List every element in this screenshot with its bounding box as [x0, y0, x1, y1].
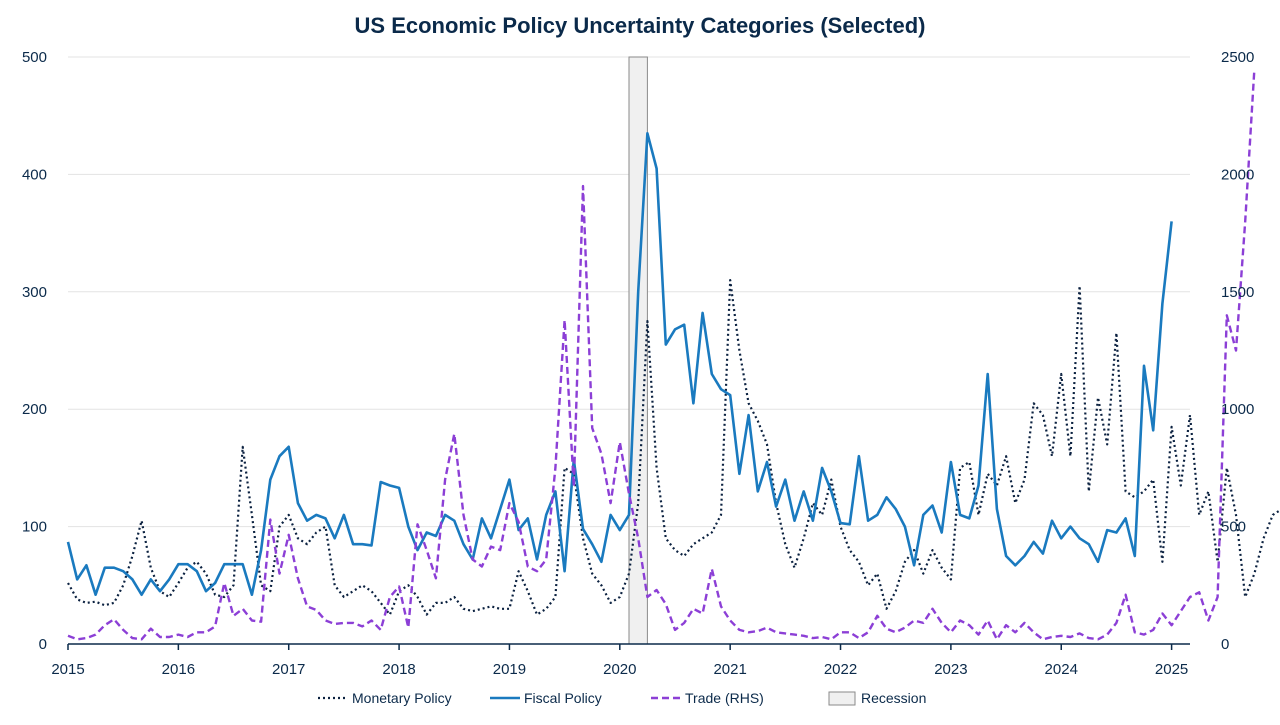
legend-label: Fiscal Policy	[524, 690, 602, 706]
series-line-fiscal-policy	[66, 132, 1173, 597]
y-right-tick-label: 1500	[1221, 284, 1254, 301]
y-left-tick-label: 100	[22, 519, 47, 536]
y-right-tick-label: 0	[1221, 636, 1229, 653]
x-tick-label: 2022	[824, 661, 857, 678]
legend-label: Recession	[861, 690, 926, 706]
x-tick-label: 2016	[162, 661, 195, 678]
x-tick-label: 2017	[272, 661, 305, 678]
legend: Monetary Policy Fiscal Policy Trade (RHS) R…	[318, 690, 926, 706]
x-tick-label: 2025	[1155, 661, 1188, 678]
legend-label: Trade (RHS)	[685, 690, 764, 706]
x-tick-label: 2020	[603, 661, 636, 678]
x-tick-label: 2015	[51, 661, 84, 678]
x-tick-label: 2018	[382, 661, 415, 678]
series-line-monetary-policy	[67, 279, 1280, 616]
y-right-tick-label: 500	[1221, 519, 1246, 536]
chart-title: US Economic Policy Uncertainty Categorie…	[355, 13, 926, 38]
series-line-trade-rhs	[67, 68, 1256, 641]
series-lines	[66, 68, 1280, 641]
y-left-tick-label: 500	[22, 49, 47, 66]
y-left-tick-label: 300	[22, 284, 47, 301]
legend-label: Monetary Policy	[352, 690, 452, 706]
recession-band-rect	[628, 56, 648, 645]
y-left-tick-label: 400	[22, 166, 47, 183]
y-right-tick-label: 1000	[1221, 401, 1254, 418]
recession-band	[628, 56, 648, 645]
x-tick-label: 2023	[934, 661, 967, 678]
y-right-tick-label: 2500	[1221, 49, 1254, 66]
y-right-tick-label: 2000	[1221, 166, 1254, 183]
x-tick-label: 2019	[493, 661, 526, 678]
x-tick-label: 2021	[713, 661, 746, 678]
axes: 0 100 200 300 400 500 0 500 1000 1500 2000 2500 2015…	[22, 49, 1254, 678]
x-tick-label: 2024	[1045, 661, 1078, 678]
y-left-tick-label: 0	[39, 636, 47, 653]
y-left-tick-label: 200	[22, 401, 47, 418]
legend-swatch-recession	[828, 691, 856, 706]
